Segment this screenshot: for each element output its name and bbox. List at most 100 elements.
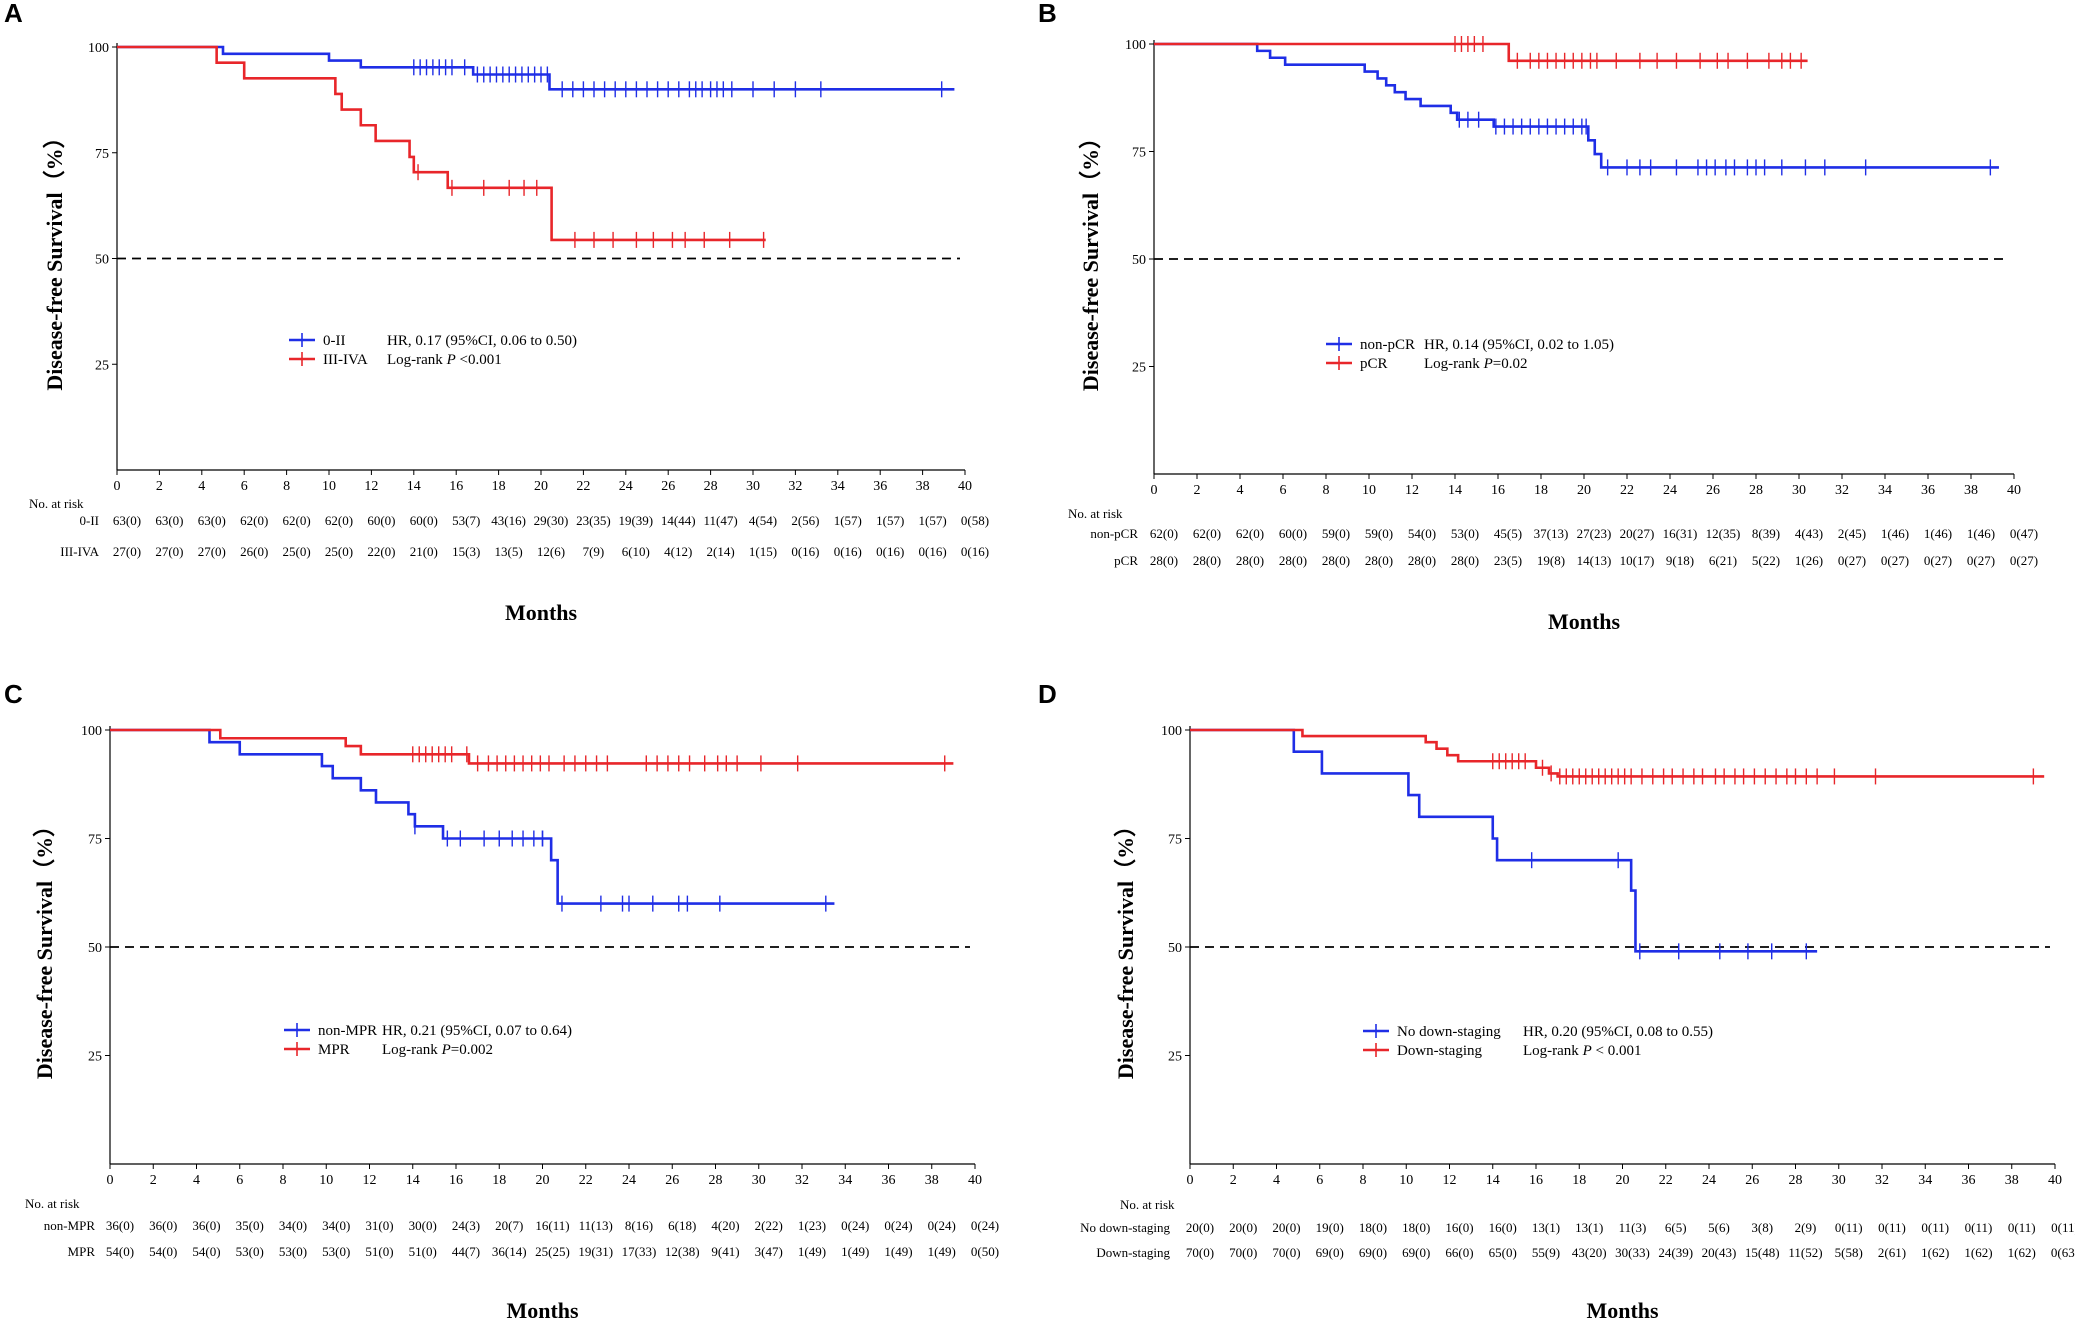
risk-cell: 30(0) bbox=[409, 1218, 437, 1233]
x-tick-label: 4 bbox=[193, 1173, 200, 1188]
risk-cell: 12(6) bbox=[537, 544, 565, 559]
risk-row-label-1: Down-staging bbox=[1096, 1245, 1170, 1260]
risk-cell: 1(15) bbox=[749, 544, 777, 559]
risk-cell: 3(8) bbox=[1751, 1220, 1773, 1235]
legend-label-0: No down-staging bbox=[1397, 1024, 1501, 1040]
x-tick-label: 20 bbox=[536, 1173, 550, 1188]
x-tick-label: 26 bbox=[665, 1173, 679, 1188]
risk-cell: 44(7) bbox=[452, 1244, 480, 1259]
risk-cell: 0(11) bbox=[1878, 1220, 1906, 1235]
x-tick-label: 28 bbox=[1789, 1173, 1803, 1188]
risk-cell: 43(20) bbox=[1572, 1245, 1607, 1260]
panel-letter: A bbox=[4, 0, 23, 28]
legend-label-0: non-MPR bbox=[318, 1023, 377, 1039]
logrank-p-symbol: P bbox=[1483, 356, 1493, 372]
risk-cell: 15(48) bbox=[1745, 1245, 1780, 1260]
risk-cell: 20(0) bbox=[1186, 1220, 1214, 1235]
risk-cell: 55(9) bbox=[1532, 1245, 1560, 1260]
risk-cell: 51(0) bbox=[365, 1244, 393, 1259]
risk-cell: 0(16) bbox=[791, 544, 819, 559]
risk-cell: 23(5) bbox=[1494, 553, 1522, 568]
risk-cell: 60(0) bbox=[1279, 526, 1307, 541]
legend-label-0: non-pCR bbox=[1360, 337, 1415, 353]
risk-cell: 63(0) bbox=[155, 513, 183, 528]
risk-cell: 28(0) bbox=[1451, 553, 1479, 568]
risk-cell: 17(33) bbox=[622, 1244, 657, 1259]
x-tick-label: 0 bbox=[107, 1173, 114, 1188]
risk-cell: 25(0) bbox=[325, 544, 353, 559]
x-tick-label: 20 bbox=[534, 479, 548, 494]
risk-cell: 53(7) bbox=[452, 513, 480, 528]
risk-cell: 53(0) bbox=[279, 1244, 307, 1259]
risk-cell: 19(8) bbox=[1537, 553, 1565, 568]
y-tick-label: 75 bbox=[95, 147, 109, 162]
risk-cell: 4(43) bbox=[1795, 526, 1823, 541]
x-tick-label: 26 bbox=[661, 479, 675, 494]
risk-cell: 0(16) bbox=[961, 544, 989, 559]
y-tick-label: 75 bbox=[1168, 833, 1182, 848]
logrank-value: =0.002 bbox=[451, 1042, 493, 1058]
risk-cell: 1(23) bbox=[798, 1218, 826, 1233]
x-tick-label: 26 bbox=[1745, 1173, 1759, 1188]
risk-cell: 29(30) bbox=[534, 513, 569, 528]
y-axis-label: Disease-free Survival（%） bbox=[1078, 127, 1103, 391]
x-axis-label: Months bbox=[505, 600, 578, 625]
risk-cell: 7(9) bbox=[583, 544, 605, 559]
risk-cell: 8(39) bbox=[1752, 526, 1780, 541]
risk-cell: 60(0) bbox=[410, 513, 438, 528]
x-tick-label: 20 bbox=[1577, 483, 1591, 498]
risk-cell: 4(12) bbox=[664, 544, 692, 559]
survival-curve-1 bbox=[1190, 728, 2045, 778]
x-tick-label: 38 bbox=[916, 479, 930, 494]
risk-cell: 3(47) bbox=[755, 1244, 783, 1259]
risk-cell: 13(1) bbox=[1532, 1220, 1560, 1235]
survival-curve-1 bbox=[1154, 42, 1808, 63]
y-tick-label: 50 bbox=[88, 941, 102, 956]
x-tick-label: 32 bbox=[795, 1173, 809, 1188]
risk-cell: 1(46) bbox=[1881, 526, 1909, 541]
logrank-prefix: Log-rank bbox=[1523, 1043, 1583, 1059]
risk-cell: 0(11) bbox=[2008, 1220, 2036, 1235]
x-tick-label: 24 bbox=[622, 1173, 636, 1188]
survival-curve-0 bbox=[110, 728, 835, 905]
risk-cell: 0(11) bbox=[1835, 1220, 1863, 1235]
risk-cell: 35(0) bbox=[236, 1218, 264, 1233]
risk-cell: 36(0) bbox=[106, 1218, 134, 1233]
x-tick-label: 34 bbox=[1878, 483, 1892, 498]
x-tick-label: 10 bbox=[319, 1173, 333, 1188]
risk-cell: 1(46) bbox=[1924, 526, 1952, 541]
risk-cell: 11(47) bbox=[704, 513, 738, 528]
hazard-ratio-text: HR, 0.20 (95%CI, 0.08 to 0.55) bbox=[1523, 1024, 1713, 1040]
risk-cell: 2(9) bbox=[1795, 1220, 1817, 1235]
risk-row-label-0: 0-II bbox=[80, 513, 100, 528]
x-tick-label: 2 bbox=[156, 479, 163, 494]
y-tick-label: 50 bbox=[1168, 941, 1182, 956]
hazard-ratio-text: HR, 0.14 (95%CI, 0.02 to 1.05) bbox=[1424, 337, 1614, 353]
risk-cell: 2(22) bbox=[755, 1218, 783, 1233]
risk-cell: 2(56) bbox=[791, 513, 819, 528]
x-tick-label: 4 bbox=[1273, 1173, 1280, 1188]
risk-cell: 60(0) bbox=[367, 513, 395, 528]
risk-cell: 54(0) bbox=[106, 1244, 134, 1259]
risk-cell: 69(0) bbox=[1402, 1245, 1430, 1260]
risk-cell: 19(0) bbox=[1316, 1220, 1344, 1235]
x-tick-label: 34 bbox=[831, 479, 845, 494]
risk-cell: 1(49) bbox=[798, 1244, 826, 1259]
x-tick-label: 26 bbox=[1706, 483, 1720, 498]
x-tick-label: 6 bbox=[241, 479, 248, 494]
survival-curve-0 bbox=[117, 45, 955, 91]
logrank-p-text: Log-rank P <0.001 bbox=[387, 352, 502, 368]
risk-cell: 2(61) bbox=[1878, 1245, 1906, 1260]
risk-cell: 25(25) bbox=[535, 1244, 570, 1259]
x-tick-label: 22 bbox=[576, 479, 590, 494]
y-tick-label: 75 bbox=[1132, 146, 1146, 161]
risk-cell: 16(31) bbox=[1663, 526, 1698, 541]
x-tick-label: 18 bbox=[1534, 483, 1548, 498]
legend-label-1: III-IVA bbox=[323, 352, 368, 368]
y-tick-label: 25 bbox=[95, 358, 109, 373]
panel-letter: C bbox=[4, 679, 23, 709]
x-tick-label: 18 bbox=[492, 479, 506, 494]
